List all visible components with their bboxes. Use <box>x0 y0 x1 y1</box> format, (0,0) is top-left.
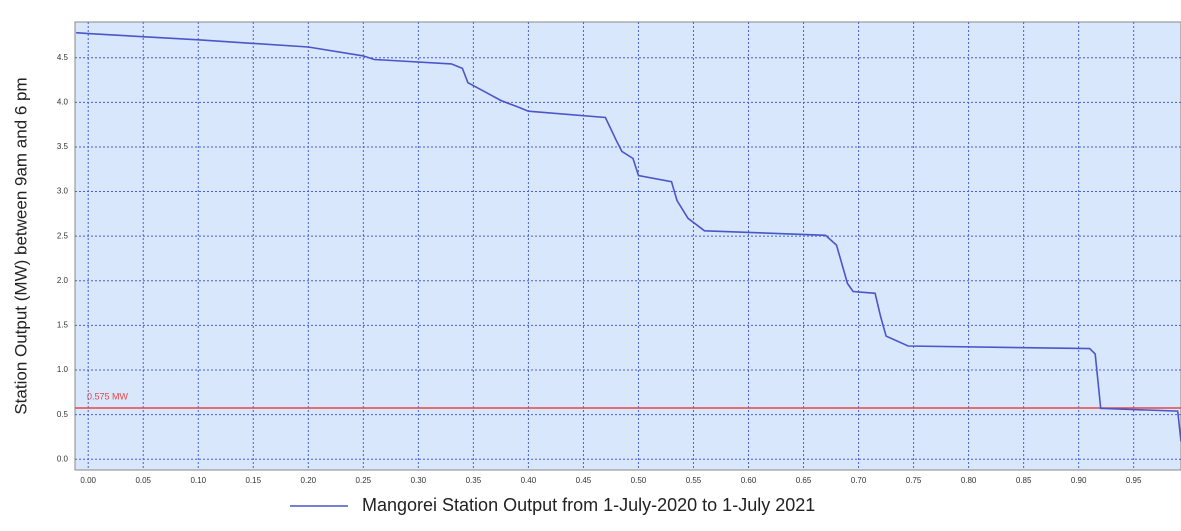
x-tick-label: 0.40 <box>521 476 537 485</box>
y-tick-label: 2.0 <box>57 276 69 285</box>
data-line <box>76 31 1181 442</box>
x-tick-label: 0.65 <box>796 476 812 485</box>
x-tick-label: 0.75 <box>906 476 922 485</box>
y-tick-label: 0.5 <box>57 410 69 419</box>
x-tick-label: 0.95 <box>1126 476 1142 485</box>
legend-label: Mangorei Station Output from 1-July-2020… <box>362 495 815 515</box>
x-tick-label: 0.55 <box>686 476 702 485</box>
y-tick-label: 3.0 <box>57 187 69 196</box>
x-tick-label: 0.35 <box>466 476 482 485</box>
y-tick-label: 3.5 <box>57 142 69 151</box>
y-tick-label: 0.0 <box>57 454 69 463</box>
x-tick-label: 0.20 <box>301 476 317 485</box>
y-tick-label: 4.0 <box>57 97 69 106</box>
x-tick-label: 0.15 <box>245 476 261 485</box>
x-tick-label: 0.50 <box>631 476 647 485</box>
x-tick-label: 0.80 <box>961 476 977 485</box>
y-tick-label: 4.5 <box>57 53 69 62</box>
x-tick-label: 0.30 <box>411 476 427 485</box>
x-tick-label: 0.85 <box>1016 476 1032 485</box>
x-tick-label: 0.25 <box>356 476 372 485</box>
x-tick-label: 0.45 <box>576 476 592 485</box>
x-tick-label: 0.05 <box>135 476 151 485</box>
y-tick-label: 1.0 <box>57 365 69 374</box>
x-tick-label: 0.90 <box>1071 476 1087 485</box>
x-tick-label: 0.10 <box>190 476 206 485</box>
x-tick-label: 0.00 <box>80 476 96 485</box>
plot-area <box>74 21 1181 471</box>
y-tick-label: 2.5 <box>57 231 69 240</box>
y-tick-label: 1.5 <box>57 321 69 330</box>
threshold-label: 0.575 MW <box>87 391 129 401</box>
x-tick-label: 0.60 <box>741 476 757 485</box>
y-axis-label: Station Output (MW) between 9am and 6 pm <box>11 77 30 414</box>
x-tick-label: 0.70 <box>851 476 867 485</box>
